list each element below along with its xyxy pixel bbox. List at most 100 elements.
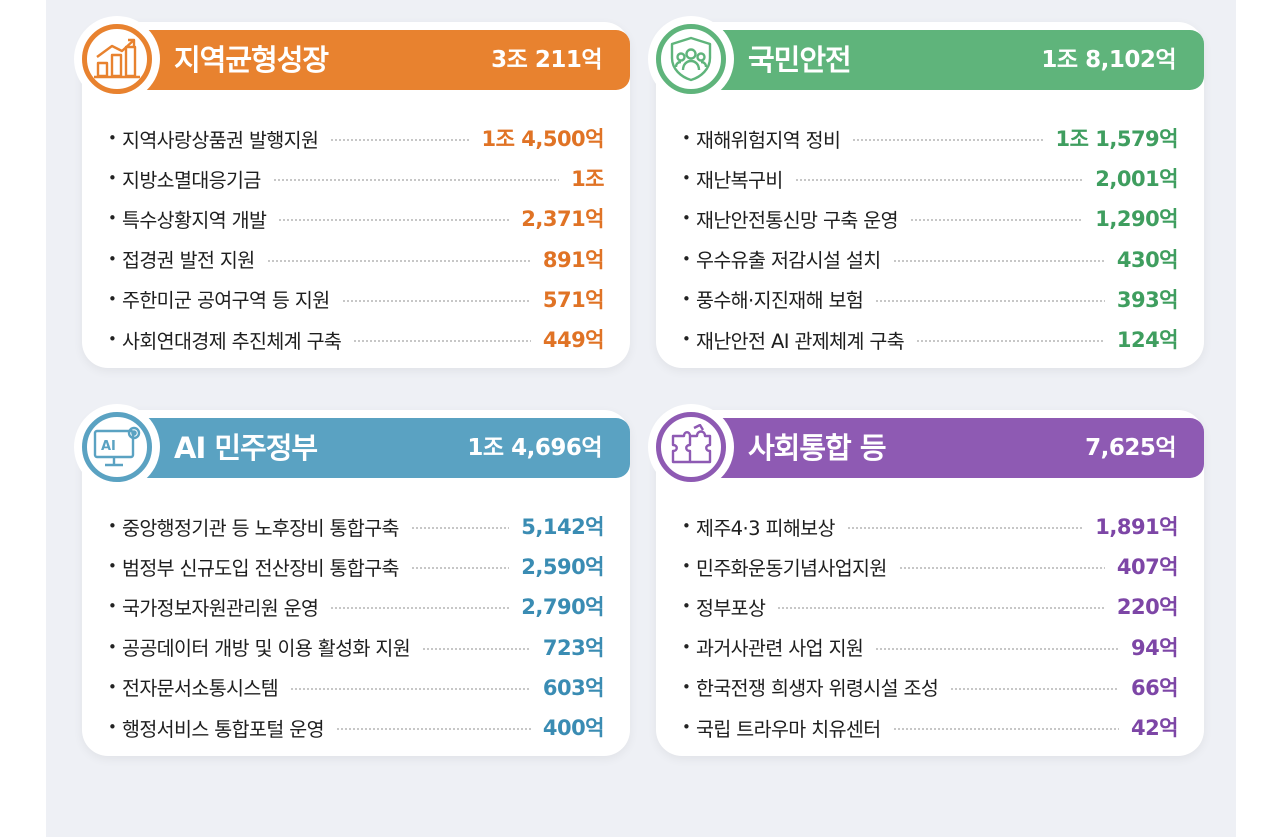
item-label: 행정서비스 통합포털 운영 [122, 717, 325, 741]
item-label: 국립 트라우마 치유센터 [696, 717, 881, 741]
item-label: 재난복구비 [696, 168, 783, 192]
bullet: • [682, 209, 691, 228]
item-value: 571억 [542, 287, 605, 312]
item-label: 우수유출 저감시설 설치 [696, 249, 881, 273]
list-item: • 공공데이터 개방 및 이용 활성화 지원 723억 [108, 627, 605, 667]
item-list: • 제주4·3 피해보상 1,891억 • 민주화운동기념사업지원 407억 • 정부포상… [682, 506, 1179, 747]
card-header: 국민안전 1조 8,102억 [652, 30, 1204, 90]
card-total: 1조 4,696억 [467, 435, 602, 461]
card-ai-government: AI 민주정부 1조 4,696억 AI • 중앙행정기관 등 노후장비 통합구축… [74, 404, 630, 756]
dotted-leader [341, 299, 531, 302]
list-item: • 행정서비스 통합포털 운영 400억 [108, 707, 605, 747]
item-value: 2,790억 [521, 595, 604, 620]
dotted-leader [875, 647, 1119, 650]
ai-icon-text: AI [101, 439, 116, 454]
item-value: 1조 1,579억 [1055, 127, 1179, 152]
list-item: • 중앙행정기관 등 노후장비 통합구축 5,142억 [108, 506, 604, 546]
item-value: 220억 [1116, 595, 1179, 620]
item-list: • 지역사랑상품권 발행지원 1조 4,500억 • 지방소멸대응기금 1조 • 특수상황… [108, 118, 605, 359]
card-title: 지역균형성장 [174, 43, 329, 77]
list-item: • 재난복구비 2,001억 [682, 158, 1178, 198]
item-value: 2,371억 [521, 207, 604, 232]
bullet: • [682, 169, 691, 188]
bullet: • [682, 718, 691, 737]
bullet: • [682, 557, 691, 576]
item-value: 891억 [542, 247, 605, 272]
list-item: • 접경권 발전 지원 891억 [108, 239, 605, 279]
list-item: • 한국전쟁 희생자 위령시설 조성 66억 [682, 667, 1179, 707]
item-label: 국가정보자원관리원 운영 [122, 596, 319, 620]
item-label: 중앙행정기관 등 노후장비 통합구축 [122, 516, 400, 540]
list-item: • 우수유출 저감시설 설치 430억 [682, 239, 1179, 279]
list-item: • 정부포상 220억 [682, 586, 1179, 626]
card-title: 사회통합 등 [748, 431, 886, 465]
item-label: 민주화운동기념사업지원 [696, 556, 887, 580]
dotted-leader [290, 687, 531, 690]
item-label: 풍수해·지진재해 보험 [696, 289, 864, 313]
list-item: • 과거사관련 사업 지원 94억 [682, 627, 1179, 667]
bullet: • [682, 677, 691, 696]
list-item: • 사회연대경제 추진체계 구축 449억 [108, 319, 605, 359]
growth-chart-icon [74, 16, 160, 102]
item-value: 1조 [571, 167, 604, 192]
card-total: 7,625억 [1085, 435, 1176, 461]
card-header: 사회통합 등 7,625억 [652, 418, 1204, 478]
card-header: 지역균형성장 3조 211억 [78, 30, 630, 90]
item-label: 재난안전 AI 관제체계 구축 [696, 329, 905, 353]
item-label: 지방소멸대응기금 [122, 168, 261, 192]
bullet: • [108, 289, 117, 308]
item-value: 2,001억 [1095, 167, 1178, 192]
item-label: 과거사관련 사업 지원 [696, 637, 864, 661]
list-item: • 민주화운동기념사업지원 407억 [682, 546, 1179, 586]
item-value: 1,891억 [1095, 515, 1178, 540]
list-item: • 재해위험지역 정비 1조 1,579억 [682, 118, 1178, 158]
item-label: 한국전쟁 희생자 위령시설 조성 [696, 677, 939, 701]
item-label: 재난안전통신망 구축 운영 [696, 208, 899, 232]
bullet: • [682, 637, 691, 656]
dotted-leader [909, 219, 1084, 222]
item-label: 접경권 발전 지원 [122, 249, 255, 273]
list-item: • 지방소멸대응기금 1조 [108, 158, 604, 198]
item-label: 공공데이터 개방 및 이용 활성화 지원 [122, 637, 411, 661]
ai-monitor-icon: AI [74, 404, 160, 490]
dotted-leader [330, 139, 470, 142]
list-item: • 국가정보자원관리원 운영 2,790억 [108, 586, 604, 626]
card-total: 3조 211억 [491, 47, 602, 73]
card-total: 1조 8,102억 [1041, 47, 1176, 73]
card-regional-growth: 지역균형성장 3조 211억 • 지역사랑상품권 발행지원 1조 4,500억 • 지… [74, 16, 630, 368]
list-item: • 특수상황지역 개발 2,371억 [108, 198, 604, 238]
dotted-leader [950, 687, 1119, 690]
bullet: • [682, 517, 691, 536]
item-value: 400억 [542, 716, 605, 741]
item-value: 1조 4,500억 [481, 127, 605, 152]
item-value: 603억 [542, 675, 605, 700]
list-item: • 재난안전 AI 관제체계 구축 124억 [682, 319, 1179, 359]
item-label: 재해위험지역 정비 [696, 128, 841, 152]
card-social-integration: 사회통합 등 7,625억 • 제주4·3 피해보상 1,891억 • 민주화운동기념… [648, 404, 1204, 756]
dotted-leader [272, 179, 560, 182]
bullet: • [108, 677, 117, 696]
dotted-leader [916, 340, 1105, 343]
card-title: 국민안전 [748, 43, 852, 77]
item-value: 430억 [1116, 247, 1179, 272]
item-value: 124억 [1116, 328, 1179, 353]
dotted-leader [422, 647, 531, 650]
list-item: • 범정부 신규도입 전산장비 통합구축 2,590억 [108, 546, 604, 586]
bullet: • [108, 169, 117, 188]
item-list: • 중앙행정기관 등 노후장비 통합구축 5,142억 • 범정부 신규도입 전산장비… [108, 506, 605, 747]
bullet: • [108, 330, 117, 349]
list-item: • 국립 트라우마 치유센터 42억 [682, 707, 1179, 747]
item-label: 특수상황지역 개발 [122, 208, 267, 232]
bullet: • [108, 209, 117, 228]
item-label: 범정부 신규도입 전산장비 통합구축 [122, 556, 400, 580]
dotted-leader [852, 139, 1044, 142]
bullet: • [682, 249, 691, 268]
list-item: • 풍수해·지진재해 보험 393억 [682, 279, 1179, 319]
bullet: • [108, 637, 117, 656]
dotted-leader [266, 259, 531, 262]
card-header: AI 민주정부 1조 4,696억 [78, 418, 630, 478]
list-item: • 전자문서소통시스템 603억 [108, 667, 605, 707]
dotted-leader [892, 728, 1119, 731]
item-value: 723억 [542, 635, 605, 660]
item-label: 지역사랑상품권 발행지원 [122, 128, 319, 152]
